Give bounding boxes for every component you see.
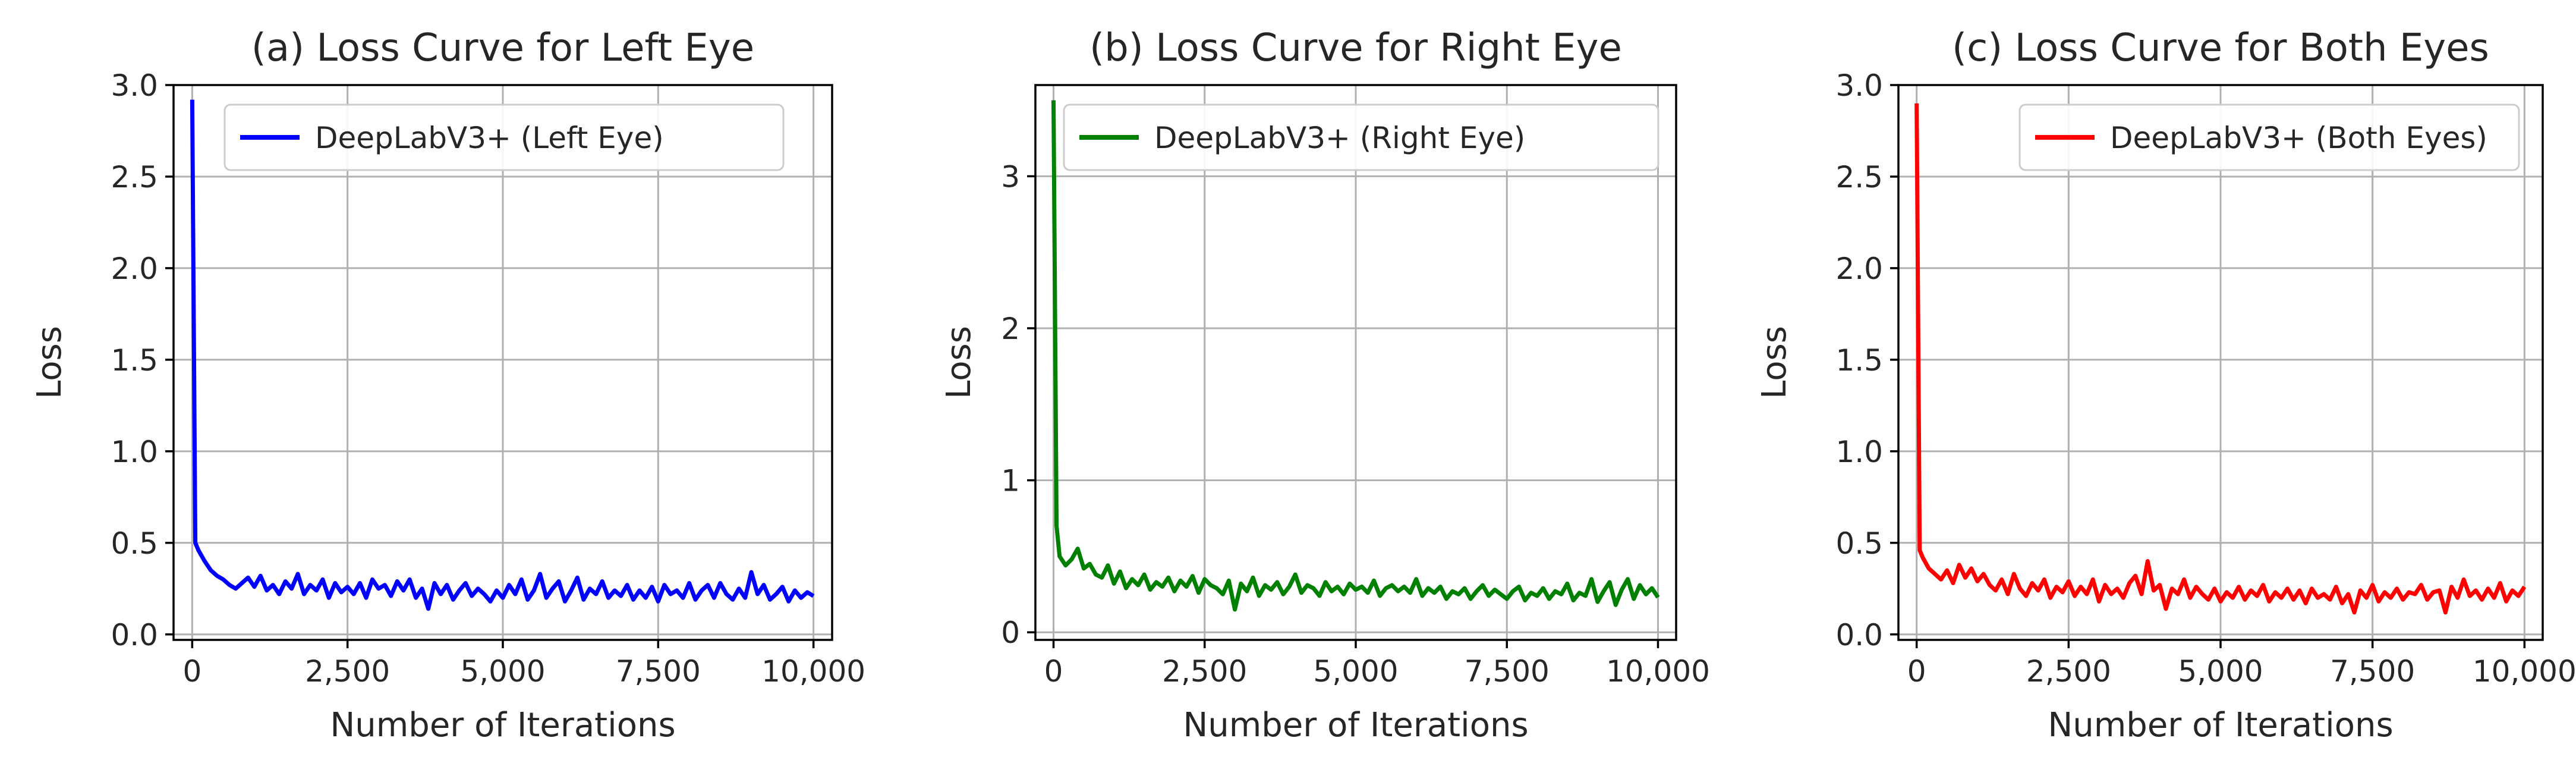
- x-tick-label: 2,500: [2026, 654, 2111, 689]
- x-tick-label: 5,000: [460, 654, 545, 689]
- y-tick-label: 0.0: [111, 618, 158, 652]
- chart-panel-2: 0 2,500 5,000 7,500 10,000 0 1 2 3 (b) Loss Curve…: [940, 26, 1710, 745]
- x-tick-label: 10,000: [1606, 654, 1710, 689]
- y-tick-label: 1.5: [111, 343, 158, 378]
- chart-title: (b) Loss Curve for Right Eye: [1089, 26, 1622, 70]
- x-axis-label: Number of Iterations: [330, 706, 675, 745]
- chart-panel-3: 0 2,500 5,000 7,500 10,000 0.0 0.5 1.0 1.5 2.0 2.5…: [1755, 26, 2576, 745]
- series-line-1: [1051, 100, 1660, 612]
- y-tick-label: 0.0: [1835, 618, 1883, 652]
- y-tick-label: 2.0: [1835, 252, 1883, 286]
- x-tick-label: 7,500: [616, 654, 701, 689]
- x-tick-label: 7,500: [2330, 654, 2415, 689]
- x-tick-label: 0: [1907, 654, 1926, 689]
- y-tick-label: 1.0: [1835, 435, 1883, 469]
- series-line-1: [190, 99, 815, 611]
- x-tick-label: 0: [1044, 654, 1063, 689]
- x-tick-label: 7,500: [1465, 654, 1550, 689]
- x-tick-label: 10,000: [761, 654, 865, 689]
- y-tick-label: 2: [1001, 312, 1020, 346]
- x-axis-label: Number of Iterations: [2048, 706, 2393, 745]
- y-tick-label: 2.5: [1835, 160, 1883, 194]
- legend: DeepLabV3+ (Right Eye): [1063, 103, 1659, 171]
- y-tick-label: 3: [1001, 159, 1020, 194]
- x-tick-label: 5,000: [1313, 654, 1398, 689]
- x-tick-label: 2,500: [305, 654, 390, 689]
- x-tick-label: 0: [182, 654, 201, 689]
- legend-label: DeepLabV3+ (Right Eye): [1154, 121, 1525, 155]
- y-axis-label: Loss: [940, 326, 978, 399]
- chart-panel-1: 0 2,500 5,000 7,500 10,000 0.0 0.5 1.0 1.5 2.0 2.5…: [30, 26, 865, 745]
- y-tick-label: 1.5: [1835, 343, 1883, 378]
- y-axis-label: Loss: [30, 326, 69, 399]
- y-tick-label: 0: [1001, 616, 1020, 650]
- x-axis-label: Number of Iterations: [1183, 706, 1528, 745]
- y-tick-label: 0.5: [1835, 526, 1883, 561]
- y-tick-label: 1: [1001, 464, 1020, 498]
- x-tick-label: 2,500: [1162, 654, 1247, 689]
- legend-box: [2018, 103, 2520, 171]
- legend: DeepLabV3+ (Both Eyes): [2018, 103, 2520, 171]
- y-tick-label: 3.0: [1835, 68, 1883, 103]
- y-tick-label: 2.5: [111, 160, 158, 194]
- chart-title: (c) Loss Curve for Both Eyes: [1952, 26, 2489, 70]
- chart-title: (a) Loss Curve for Left Eye: [251, 26, 754, 70]
- y-tick-label: 0.5: [111, 526, 158, 561]
- legend-label: DeepLabV3+ (Both Eyes): [2110, 121, 2487, 155]
- legend-label: DeepLabV3+ (Left Eye): [315, 121, 664, 155]
- x-tick-label: 5,000: [2178, 654, 2263, 689]
- legend-box: [223, 103, 785, 171]
- y-axis-label: Loss: [1755, 326, 1794, 399]
- y-tick-label: 3.0: [111, 68, 158, 103]
- y-tick-label: 1.0: [111, 435, 158, 469]
- series-line-1: [1914, 103, 2527, 615]
- y-tick-label: 2.0: [111, 252, 158, 286]
- legend-box: [1063, 103, 1659, 171]
- legend: DeepLabV3+ (Left Eye): [223, 103, 785, 171]
- x-tick-label: 10,000: [2473, 654, 2576, 689]
